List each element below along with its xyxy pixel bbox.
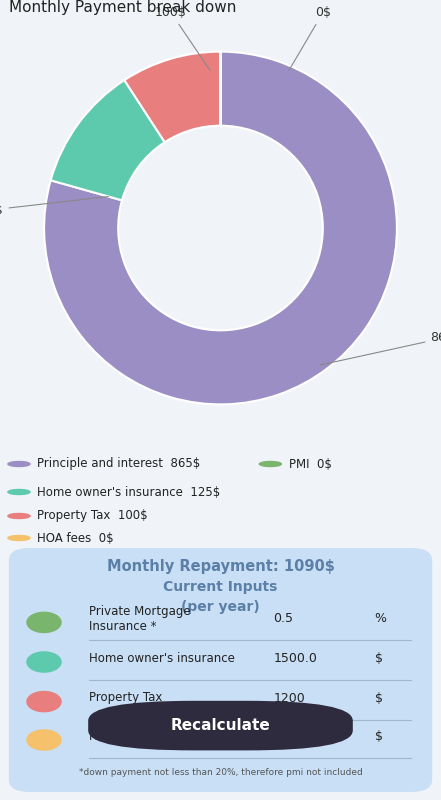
Text: $: $ [375,652,383,665]
Circle shape [8,462,30,466]
Text: Recalculate: Recalculate [171,718,270,733]
Circle shape [8,535,30,541]
Text: Private Mortgage
Insurance *: Private Mortgage Insurance * [89,605,190,633]
Text: 0.5: 0.5 [273,612,293,626]
Text: HOA fees: HOA fees [89,730,143,743]
Circle shape [27,730,61,750]
Wedge shape [51,80,165,200]
Circle shape [259,462,281,466]
Text: $: $ [375,691,383,705]
Text: HOA fees  0$: HOA fees 0$ [37,531,114,545]
Wedge shape [124,51,220,142]
Circle shape [8,514,30,518]
Text: Monthly Repayment: 1090$: Monthly Repayment: 1090$ [107,558,334,574]
Text: 865$: 865$ [320,331,441,365]
Circle shape [27,612,61,633]
Text: 125$: 125$ [0,197,108,217]
Text: PMI  0$: PMI 0$ [289,458,332,470]
Circle shape [27,652,61,672]
Text: $: $ [375,730,383,743]
Text: 1500.0: 1500.0 [273,652,317,665]
Text: Home owner's insurance  125$: Home owner's insurance 125$ [37,486,221,498]
FancyBboxPatch shape [88,701,353,750]
Text: 1200: 1200 [273,691,305,705]
Text: %: % [375,612,387,626]
Wedge shape [44,51,397,405]
Text: (per year): (per year) [181,600,260,614]
Text: Current Inputs: Current Inputs [163,581,278,594]
Circle shape [8,490,30,494]
Text: 0$: 0$ [289,6,331,70]
Text: Principle and interest  865$: Principle and interest 865$ [37,458,201,470]
Text: Monthly Payment break down: Monthly Payment break down [9,0,236,15]
Text: Home owner's insurance: Home owner's insurance [89,652,235,665]
Text: Property Tax: Property Tax [89,691,162,705]
Circle shape [27,691,61,712]
Text: 100$: 100$ [155,6,210,70]
FancyBboxPatch shape [9,548,432,792]
Text: Property Tax  100$: Property Tax 100$ [37,510,148,522]
Text: *down payment not less than 20%, therefore pmi not included: *down payment not less than 20%, therefo… [78,768,363,778]
Text: 0: 0 [273,730,281,743]
